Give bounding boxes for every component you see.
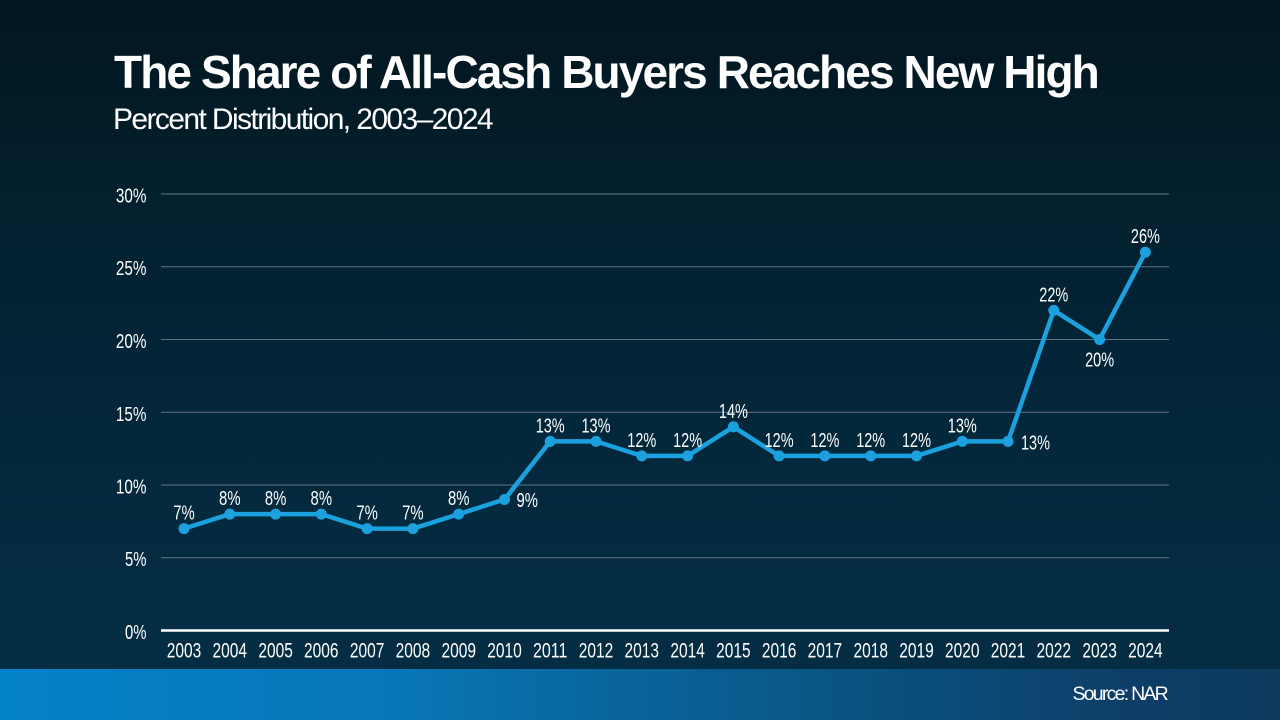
svg-text:2015: 2015 bbox=[716, 640, 751, 663]
svg-text:2018: 2018 bbox=[853, 640, 888, 663]
svg-text:2006: 2006 bbox=[304, 640, 339, 663]
svg-text:2019: 2019 bbox=[899, 640, 934, 663]
svg-text:8%: 8% bbox=[311, 487, 333, 510]
svg-text:2021: 2021 bbox=[991, 640, 1026, 663]
svg-text:2013: 2013 bbox=[625, 640, 660, 663]
svg-text:10%: 10% bbox=[116, 476, 147, 499]
svg-text:12%: 12% bbox=[810, 429, 839, 452]
svg-text:0%: 0% bbox=[125, 621, 147, 644]
svg-text:2022: 2022 bbox=[1037, 640, 1072, 663]
svg-text:2011: 2011 bbox=[533, 640, 568, 663]
svg-text:2007: 2007 bbox=[350, 640, 385, 663]
svg-text:2017: 2017 bbox=[808, 640, 843, 663]
svg-text:5%: 5% bbox=[125, 548, 147, 571]
svg-text:30%: 30% bbox=[116, 185, 147, 208]
svg-text:20%: 20% bbox=[116, 330, 147, 353]
svg-text:25%: 25% bbox=[116, 257, 147, 280]
svg-text:12%: 12% bbox=[902, 429, 931, 452]
svg-text:2020: 2020 bbox=[945, 640, 980, 663]
svg-text:7%: 7% bbox=[173, 502, 195, 525]
svg-text:15%: 15% bbox=[116, 403, 147, 426]
svg-text:12%: 12% bbox=[673, 429, 702, 452]
svg-text:26%: 26% bbox=[1131, 225, 1160, 248]
svg-text:13%: 13% bbox=[582, 414, 611, 437]
svg-text:12%: 12% bbox=[765, 429, 794, 452]
svg-text:2010: 2010 bbox=[487, 640, 522, 663]
svg-text:9%: 9% bbox=[517, 489, 539, 512]
svg-text:13%: 13% bbox=[536, 414, 565, 437]
svg-text:2024: 2024 bbox=[1128, 640, 1163, 663]
svg-text:8%: 8% bbox=[448, 487, 470, 510]
svg-text:2008: 2008 bbox=[396, 640, 431, 663]
svg-text:2023: 2023 bbox=[1082, 640, 1117, 663]
svg-text:14%: 14% bbox=[719, 400, 748, 423]
svg-text:7%: 7% bbox=[356, 502, 378, 525]
svg-text:2009: 2009 bbox=[441, 640, 476, 663]
svg-text:13%: 13% bbox=[1021, 432, 1050, 455]
svg-text:2016: 2016 bbox=[762, 640, 797, 663]
svg-text:2005: 2005 bbox=[258, 640, 293, 663]
svg-text:7%: 7% bbox=[402, 502, 424, 525]
svg-text:22%: 22% bbox=[1039, 283, 1068, 306]
svg-text:2003: 2003 bbox=[167, 640, 202, 663]
svg-text:20%: 20% bbox=[1085, 349, 1114, 372]
svg-text:12%: 12% bbox=[856, 429, 885, 452]
svg-text:2012: 2012 bbox=[579, 640, 614, 663]
svg-text:13%: 13% bbox=[948, 414, 977, 437]
svg-text:12%: 12% bbox=[627, 429, 656, 452]
svg-text:2014: 2014 bbox=[670, 640, 705, 663]
svg-text:2004: 2004 bbox=[213, 640, 248, 663]
svg-text:8%: 8% bbox=[265, 487, 287, 510]
svg-text:8%: 8% bbox=[219, 487, 241, 510]
